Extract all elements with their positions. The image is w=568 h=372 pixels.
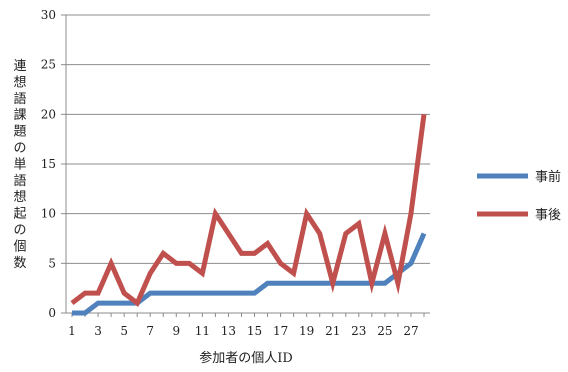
y-axis-title-char: 個	[13, 239, 26, 254]
x-tick-label: 21	[325, 324, 340, 338]
x-axis-title: 参加者の個人ID	[199, 350, 293, 366]
y-tick-label: 5	[48, 256, 56, 270]
y-tick-label: 25	[41, 58, 56, 72]
y-axis-title-char: 題	[13, 125, 26, 140]
y-axis-tick-labels: 0 5 10 15 20 25 30	[41, 8, 56, 320]
series-lines	[70, 114, 427, 316]
x-tick-label: 1	[68, 324, 76, 338]
y-tick-label: 15	[41, 157, 56, 171]
x-tick-label: 15	[247, 324, 262, 338]
y-axis-title-char: 語	[13, 173, 26, 189]
y-tick-label: 10	[41, 207, 56, 221]
y-tick-label: 20	[41, 107, 56, 121]
y-axis-title-char: 起	[13, 207, 26, 222]
x-tick-label: 19	[299, 324, 314, 338]
y-axis-title-char: の	[13, 141, 26, 156]
legend-label: 事後	[535, 208, 561, 223]
gridlines	[66, 14, 430, 264]
x-tick-label: 9	[172, 324, 180, 338]
y-axis-title-char: 想	[13, 74, 26, 90]
x-tick-label: 27	[403, 324, 418, 338]
x-tick-label: 25	[377, 324, 392, 338]
x-axis-tick-labels: 1 3 5 7 9 11 13 15 17 19 21 23 25 27	[68, 324, 418, 338]
y-axis-title-char: 数	[13, 256, 26, 271]
x-tick-label: 11	[195, 324, 210, 338]
x-tick-label: 17	[273, 324, 288, 338]
x-tick-label: 13	[221, 324, 236, 338]
y-axis-title-char: 課	[13, 107, 26, 123]
y-axis-title-char: の	[13, 223, 26, 238]
axes	[61, 14, 430, 317]
series-line-2	[70, 114, 427, 307]
x-tick-label: 3	[94, 324, 102, 338]
x-tick-label: 23	[351, 324, 366, 338]
legend-label: 事前	[535, 169, 561, 185]
y-tick-label: 0	[48, 306, 56, 320]
y-axis-title-char: 想	[13, 189, 26, 205]
y-tick-label: 30	[41, 8, 56, 22]
y-axis-title-char: 連	[13, 59, 26, 74]
y-axis-title-char: 単	[13, 156, 26, 172]
series-line-1	[72, 232, 427, 316]
y-axis-title-char: 語	[13, 91, 26, 107]
x-tick-label: 7	[146, 324, 154, 338]
x-tick-label: 5	[120, 324, 128, 338]
